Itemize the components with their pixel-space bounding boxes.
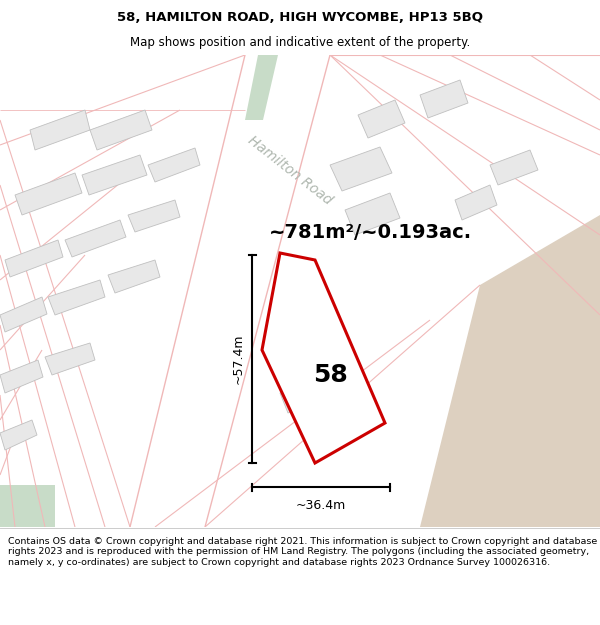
Text: Map shows position and indicative extent of the property.: Map shows position and indicative extent… <box>130 36 470 49</box>
Polygon shape <box>90 110 152 150</box>
Text: Contains OS data © Crown copyright and database right 2021. This information is : Contains OS data © Crown copyright and d… <box>8 537 597 567</box>
Polygon shape <box>270 333 318 370</box>
Polygon shape <box>358 100 405 138</box>
Polygon shape <box>15 173 82 215</box>
Polygon shape <box>330 147 392 191</box>
Polygon shape <box>45 343 95 375</box>
Text: ~57.4m: ~57.4m <box>232 334 245 384</box>
Polygon shape <box>490 150 538 185</box>
Text: ~781m²/~0.193ac.: ~781m²/~0.193ac. <box>268 224 472 243</box>
Polygon shape <box>65 220 126 257</box>
Text: ~36.4m: ~36.4m <box>296 499 346 512</box>
Polygon shape <box>455 185 497 220</box>
Polygon shape <box>0 420 37 450</box>
Polygon shape <box>0 360 43 393</box>
Polygon shape <box>280 377 326 413</box>
Polygon shape <box>82 155 147 195</box>
Polygon shape <box>0 485 55 527</box>
Polygon shape <box>148 148 200 182</box>
Polygon shape <box>345 193 400 235</box>
Polygon shape <box>5 240 63 277</box>
Text: Hamilton Road: Hamilton Road <box>245 133 335 207</box>
Polygon shape <box>262 253 385 463</box>
Polygon shape <box>245 55 278 120</box>
Polygon shape <box>420 80 468 118</box>
Text: 58, HAMILTON ROAD, HIGH WYCOMBE, HP13 5BQ: 58, HAMILTON ROAD, HIGH WYCOMBE, HP13 5B… <box>117 11 483 24</box>
Polygon shape <box>420 215 600 527</box>
Text: 58: 58 <box>313 363 347 387</box>
Polygon shape <box>108 260 160 293</box>
Polygon shape <box>128 200 180 232</box>
Polygon shape <box>48 280 105 315</box>
Polygon shape <box>0 297 47 332</box>
Polygon shape <box>30 110 90 150</box>
